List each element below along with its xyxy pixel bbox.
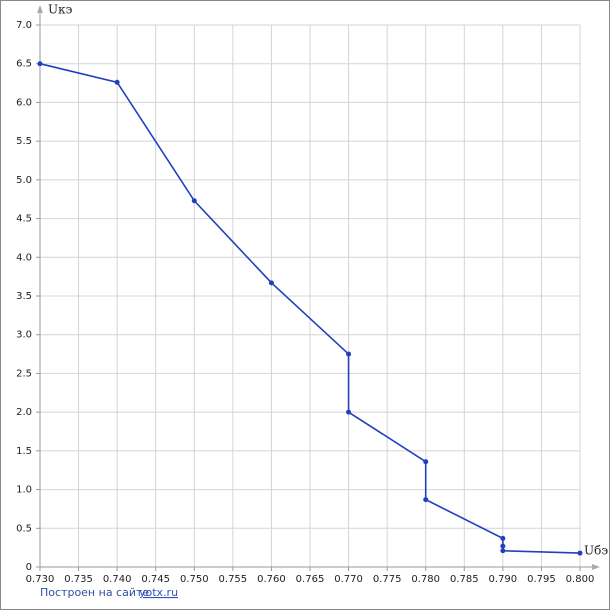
y-tick-label: 2.5 <box>16 368 32 379</box>
y-tick-label: 1.0 <box>16 485 32 496</box>
x-tick-label: 0.745 <box>141 574 170 585</box>
data-point <box>500 548 506 554</box>
x-tick-label: 0.770 <box>334 574 363 585</box>
y-axis-arrow <box>37 5 43 13</box>
data-point <box>346 351 352 357</box>
data-point <box>423 497 429 503</box>
y-tick-label: 6.0 <box>16 97 32 108</box>
data-point <box>37 61 43 67</box>
footer-link[interactable]: yotx.ru <box>139 586 178 599</box>
x-tick-label: 0.735 <box>64 574 93 585</box>
data-point <box>346 409 352 415</box>
data-point <box>500 543 506 549</box>
x-axis-label: Uбэ <box>584 544 608 558</box>
x-tick-label: 0.785 <box>450 574 479 585</box>
x-tick-label: 0.730 <box>26 574 55 585</box>
x-tick-label: 0.800 <box>566 574 595 585</box>
y-tick-label: 1.5 <box>16 446 32 457</box>
data-point <box>268 280 274 286</box>
y-tick-label: 0 <box>26 562 32 573</box>
x-axis-arrow <box>592 564 600 570</box>
x-tick-label: 0.780 <box>411 574 440 585</box>
x-tick-label: 0.760 <box>257 574 286 585</box>
y-tick-label: 6.5 <box>16 59 32 70</box>
data-point <box>423 459 429 465</box>
y-tick-label: 4.5 <box>16 214 32 225</box>
footer-text: Построен на сайте <box>40 586 149 599</box>
y-tick-label: 4.0 <box>16 252 32 263</box>
y-tick-label: 0.5 <box>16 523 32 534</box>
data-point <box>500 535 506 541</box>
x-tick-label: 0.765 <box>296 574 325 585</box>
x-tick-label: 0.740 <box>103 574 132 585</box>
y-tick-label: 5.0 <box>16 175 32 186</box>
x-tick-label: 0.790 <box>489 574 518 585</box>
y-tick-label: 3.5 <box>16 291 32 302</box>
y-tick-label: 7.0 <box>16 20 32 31</box>
x-tick-label: 0.750 <box>180 574 209 585</box>
y-tick-label: 2.0 <box>16 407 32 418</box>
data-point <box>114 79 120 85</box>
x-tick-label: 0.755 <box>219 574 248 585</box>
x-tick-label: 0.795 <box>527 574 556 585</box>
x-tick-label: 0.775 <box>373 574 402 585</box>
y-tick-label: 3.0 <box>16 330 32 341</box>
data-point <box>191 198 197 204</box>
y-axis-label: Uкэ <box>48 3 73 17</box>
data-point <box>577 550 583 556</box>
y-tick-label: 5.5 <box>16 136 32 147</box>
